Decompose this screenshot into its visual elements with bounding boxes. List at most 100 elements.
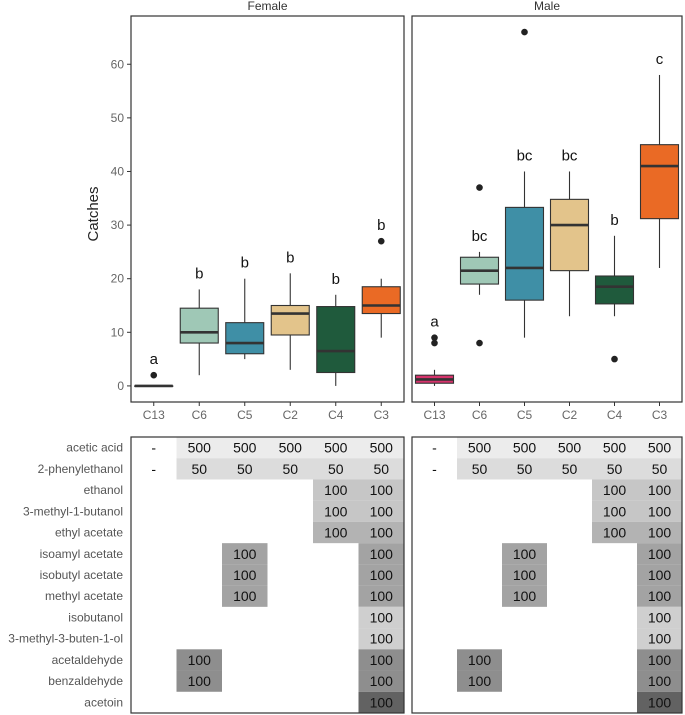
table-cell-shade bbox=[637, 543, 682, 565]
table-cell: 50 bbox=[282, 461, 298, 477]
table-cell-shade bbox=[637, 500, 682, 522]
table-cell-shade bbox=[358, 628, 404, 650]
table-cell: 100 bbox=[648, 673, 672, 689]
table-cell-shade bbox=[637, 521, 682, 544]
table-cell-shade bbox=[176, 458, 222, 480]
y-tick-label: 40 bbox=[111, 164, 125, 178]
significance-letter: b bbox=[241, 255, 249, 272]
x-tick-label: C5 bbox=[237, 408, 253, 422]
table-cell-shade bbox=[592, 500, 637, 522]
table-cell-shade bbox=[222, 585, 268, 607]
table-cell-shade bbox=[637, 458, 682, 480]
table-cell-shade bbox=[592, 479, 637, 501]
y-tick-label: 60 bbox=[111, 57, 125, 71]
box-c6: b bbox=[179, 265, 219, 376]
x-tick-label: C2 bbox=[562, 408, 578, 422]
outlier-point bbox=[431, 334, 438, 341]
box-body bbox=[549, 198, 590, 272]
panel-frame bbox=[130, 15, 405, 403]
significance-letter: b bbox=[286, 249, 294, 266]
table-cell-shade bbox=[502, 437, 547, 459]
table-cell: 50 bbox=[328, 461, 344, 477]
significance-letter: c bbox=[656, 51, 664, 68]
table-cell-shade bbox=[592, 458, 637, 480]
table-cell-shade bbox=[358, 585, 404, 607]
table-cell: 100 bbox=[233, 567, 257, 583]
table-cell-shade bbox=[358, 564, 404, 586]
table-cell: 100 bbox=[513, 546, 537, 562]
table-cell: - bbox=[151, 461, 156, 477]
outlier-point bbox=[431, 339, 438, 347]
table-cell-shade bbox=[358, 543, 404, 565]
table-cell: 100 bbox=[233, 546, 257, 562]
table-cell: 100 bbox=[324, 482, 348, 498]
table-panel-female: - 500 500 500 500 500 - 50 50 50 50 50 100 100 100 100 1… bbox=[130, 436, 405, 714]
significance-letter: b bbox=[377, 217, 385, 234]
x-tick-label: C13 bbox=[423, 408, 445, 422]
table-cell: 50 bbox=[562, 461, 578, 477]
compound-label: isoamyl acetate bbox=[40, 547, 124, 561]
table-cell: 100 bbox=[648, 694, 672, 710]
x-tick-label: C4 bbox=[607, 408, 623, 422]
table-cell: 100 bbox=[603, 482, 627, 498]
table-cell: 100 bbox=[648, 525, 672, 541]
table-cell: 100 bbox=[370, 609, 394, 625]
table-cell-shade bbox=[222, 564, 268, 586]
table-cell: 100 bbox=[603, 503, 627, 519]
compound-label: acetaldehyde bbox=[52, 653, 124, 667]
table-cell-shade bbox=[592, 437, 637, 459]
table-cell-shade bbox=[222, 437, 268, 459]
compound-label: 3-methyl-1-butanol bbox=[23, 504, 123, 518]
compound-label: ethanol bbox=[84, 483, 123, 497]
table-cell: 100 bbox=[370, 482, 394, 498]
box-body bbox=[361, 286, 401, 315]
table-frame bbox=[411, 436, 683, 714]
table-cell: 100 bbox=[648, 631, 672, 647]
box-body bbox=[225, 322, 265, 355]
table-cell-shade bbox=[358, 437, 404, 459]
table-cell: 50 bbox=[652, 461, 668, 477]
table-cell: 100 bbox=[468, 652, 492, 668]
table-cell: 500 bbox=[603, 440, 627, 456]
table-cell: 100 bbox=[370, 503, 394, 519]
table-cell: 100 bbox=[513, 567, 537, 583]
x-tick-label: C6 bbox=[192, 408, 208, 422]
outlier-point bbox=[521, 28, 528, 36]
panel-female: Female Catches 0 10 20 30 40 50 60 C13 C6 C5 C2 C4 C3 a… bbox=[85, 0, 405, 422]
table-cell-shade bbox=[176, 437, 222, 459]
y-tick-label: 50 bbox=[111, 111, 125, 125]
x-tick-label: C13 bbox=[143, 408, 165, 422]
box-c13: a bbox=[414, 314, 455, 386]
box-body bbox=[504, 206, 545, 301]
table-cell: 500 bbox=[558, 440, 582, 456]
significance-letter: bc bbox=[517, 147, 533, 164]
table-cell-shade bbox=[637, 649, 682, 671]
table-cell: 100 bbox=[370, 694, 394, 710]
table-cell-shade bbox=[358, 521, 404, 544]
box-body bbox=[594, 275, 635, 305]
table-panel-male: - 500 500 500 500 500 - 50 50 50 50 50 100 100 100 100 1… bbox=[411, 436, 683, 714]
box-c4: b bbox=[316, 271, 356, 386]
table-cell-shade bbox=[547, 437, 592, 459]
outlier-point bbox=[611, 355, 618, 363]
table-cell-shade bbox=[457, 437, 502, 459]
box-c4: b bbox=[594, 212, 635, 363]
box-c5: b bbox=[225, 255, 265, 360]
table-cell-shade bbox=[457, 458, 502, 480]
table-cell-shade bbox=[358, 670, 404, 692]
table-cell: 100 bbox=[370, 567, 394, 583]
x-tick-label: C6 bbox=[472, 408, 488, 422]
table-cell: 100 bbox=[648, 482, 672, 498]
table-cell: 100 bbox=[188, 673, 212, 689]
table-cell-shade bbox=[176, 649, 222, 671]
panel-frame bbox=[411, 15, 683, 403]
box-body bbox=[179, 307, 219, 344]
table-cell: 100 bbox=[648, 588, 672, 604]
table-cell: - bbox=[432, 440, 437, 456]
box-c2: bc bbox=[549, 147, 590, 317]
compound-label: acetoin bbox=[84, 695, 123, 709]
significance-letter: bc bbox=[472, 228, 488, 245]
table-cell-shade bbox=[592, 521, 637, 544]
table-cell: 100 bbox=[370, 652, 394, 668]
